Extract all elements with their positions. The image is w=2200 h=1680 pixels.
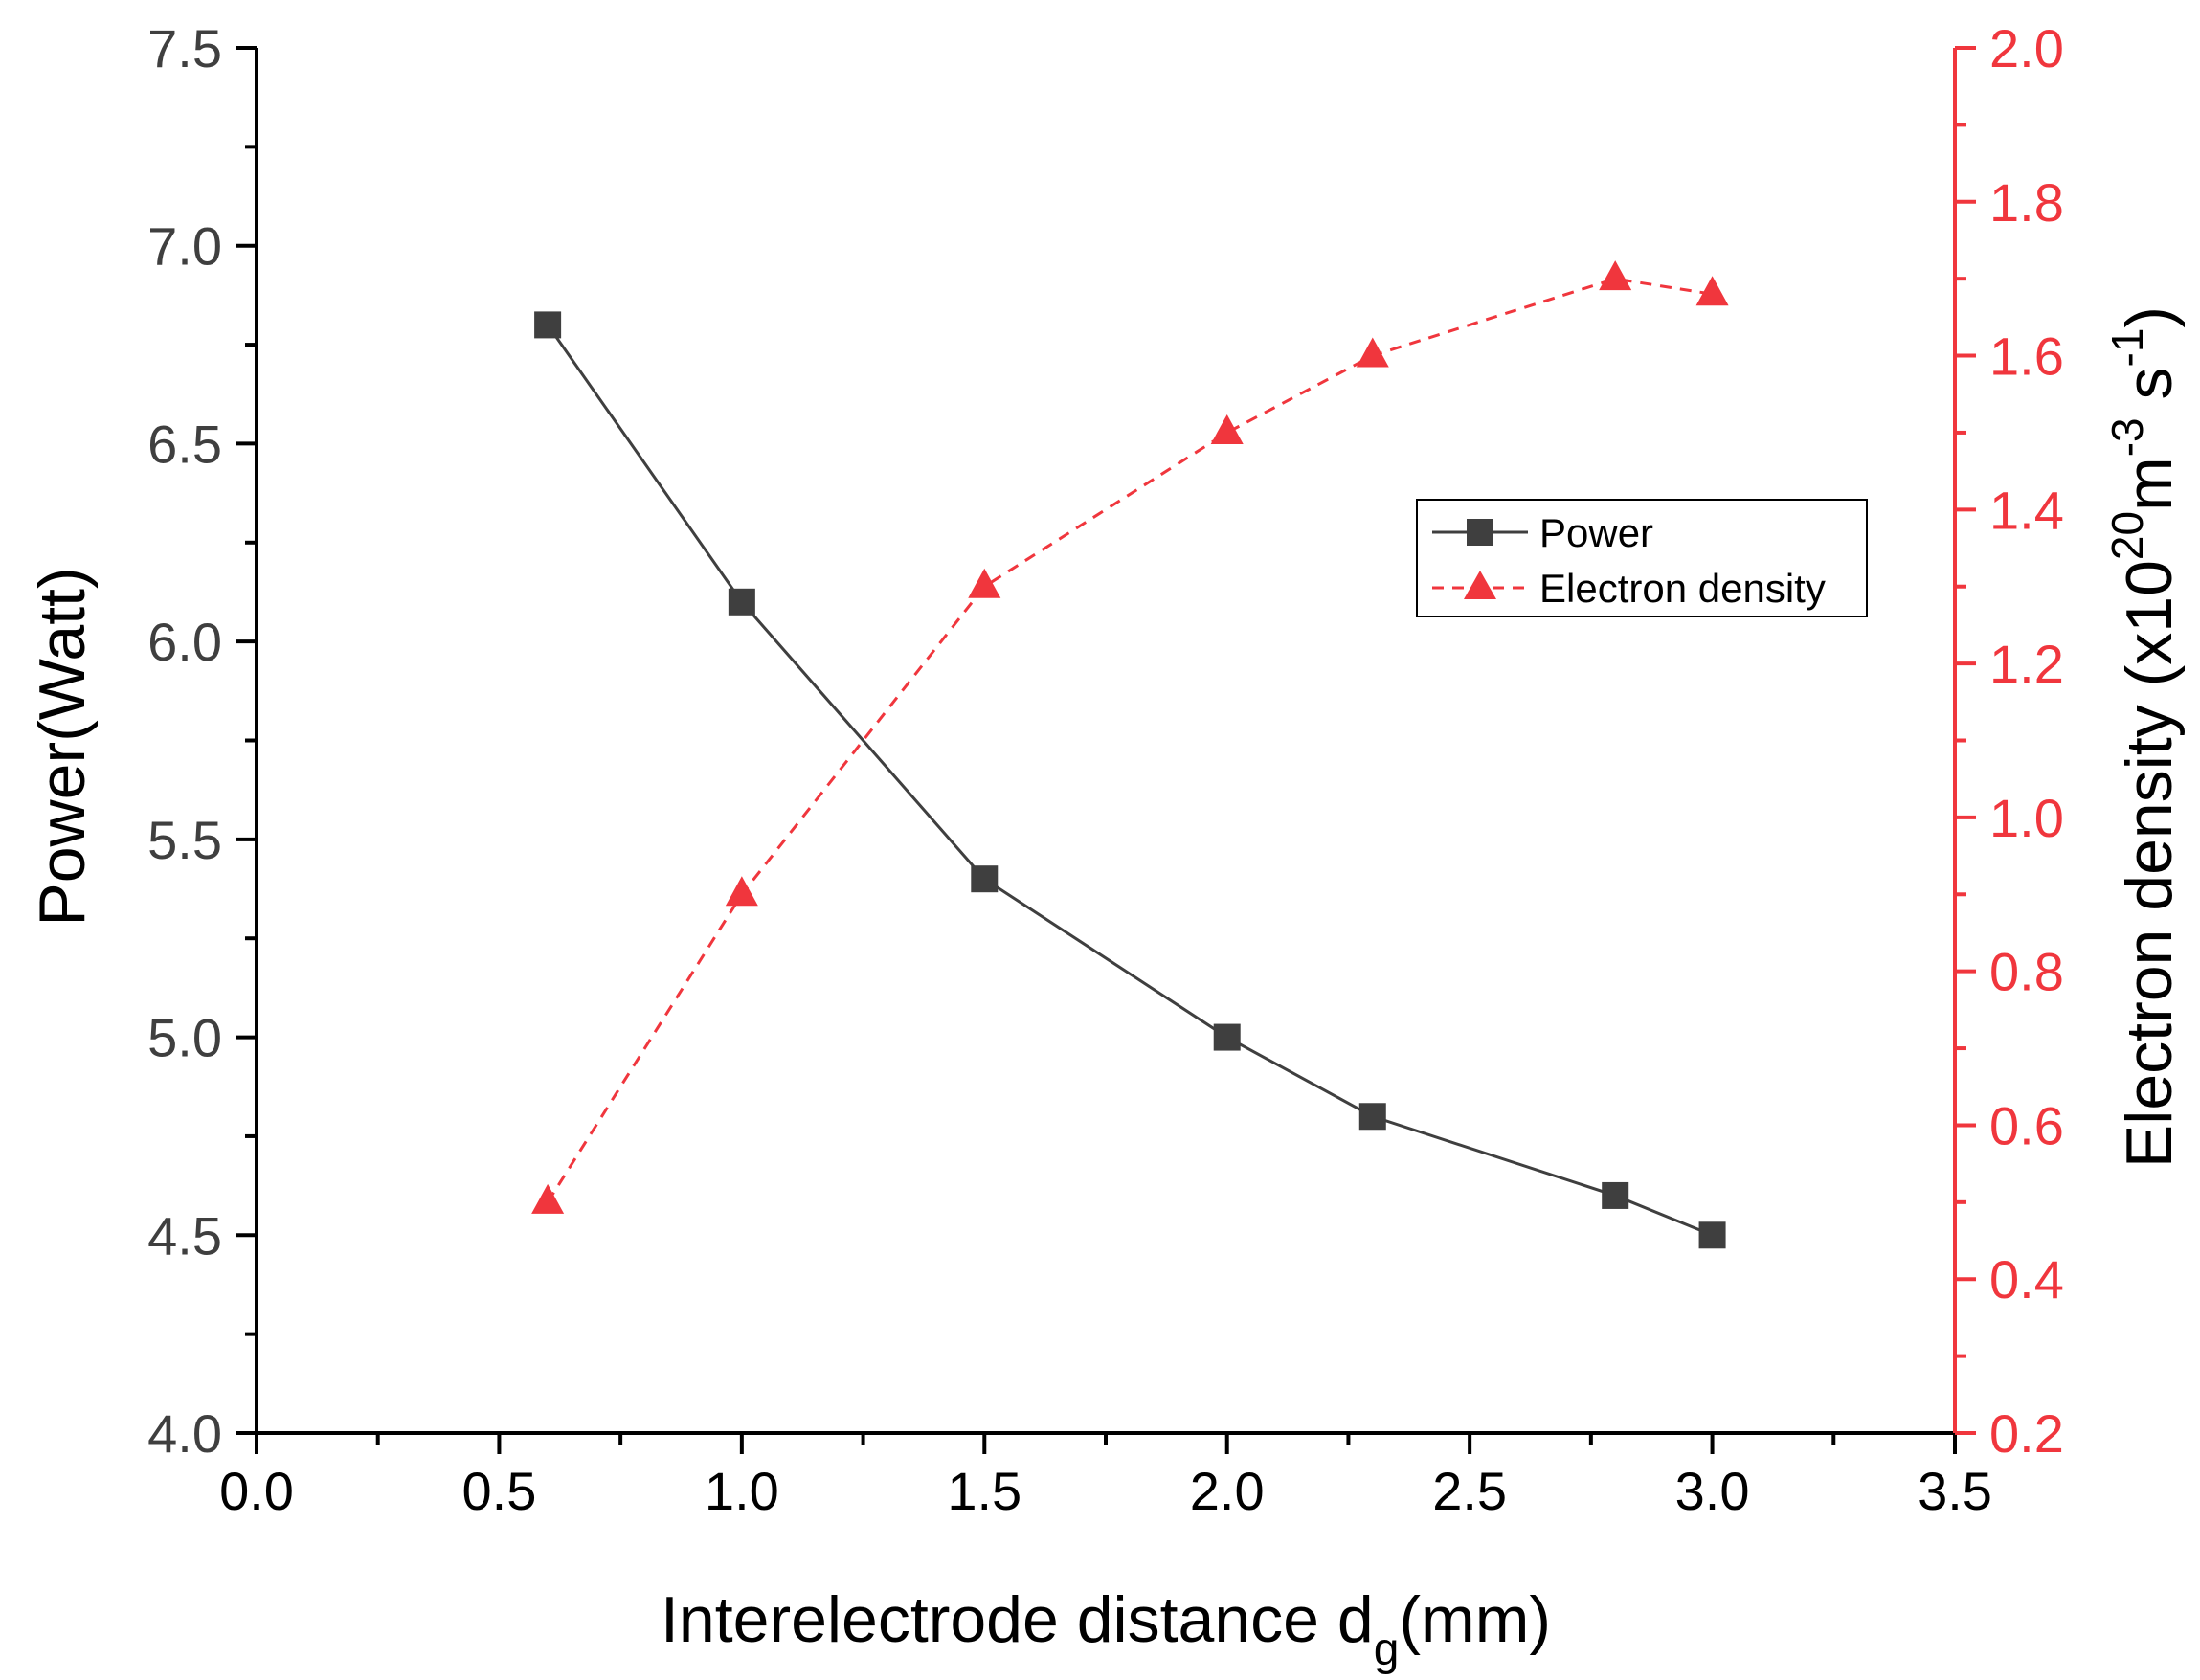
x-tick-label: 0.5 xyxy=(461,1461,536,1521)
power-marker xyxy=(1602,1181,1629,1209)
legend-power-label: Power xyxy=(1539,510,1653,555)
x-tick-label: 1.5 xyxy=(947,1461,1021,1521)
power-marker xyxy=(1698,1221,1726,1249)
right-y-axis: 0.2 0.4 0.6 0.8 1.0 1.2 1.4 1.6 1.8 2.0 xyxy=(1955,18,2064,1464)
x-tick-label: 3.0 xyxy=(1675,1461,1750,1521)
right-y-tick-label: 1.8 xyxy=(1989,172,2064,233)
left-y-axis: 4.0 4.5 5.0 5.5 6.0 6.5 7.0 7.5 xyxy=(147,18,257,1464)
left-y-tick-label: 6.0 xyxy=(147,612,222,672)
power-marker xyxy=(1358,1103,1386,1131)
left-y-tick-label: 7.5 xyxy=(147,18,222,78)
right-y-tick-label: 1.6 xyxy=(1989,326,2064,387)
right-y-tick-label: 0.4 xyxy=(1989,1249,2064,1310)
electron-density-marker xyxy=(531,1183,565,1214)
electron-density-marker xyxy=(725,876,758,907)
right-y-tick-label: 1.0 xyxy=(1989,788,2064,848)
left-y-tick-label: 7.0 xyxy=(147,216,222,277)
x-axis-title: Interelectrode distance dg(mm) xyxy=(661,1583,1551,1675)
right-y-tick-label: 0.8 xyxy=(1989,942,2064,1002)
right-y-tick-label: 1.4 xyxy=(1989,480,2064,540)
power-marker xyxy=(971,865,999,893)
x-tick-label: 0.0 xyxy=(219,1461,294,1521)
legend-density-marker xyxy=(1464,571,1496,599)
power-marker xyxy=(534,311,562,339)
legend-density-label: Electron density xyxy=(1539,566,1826,611)
electron-density-marker xyxy=(1599,260,1632,291)
series-group xyxy=(531,260,1729,1249)
electron-density-marker xyxy=(1356,337,1389,368)
left-y-tick-label: 5.5 xyxy=(147,810,222,870)
legend: Power Electron density xyxy=(1416,499,1868,617)
x-tick-label: 2.5 xyxy=(1432,1461,1507,1521)
power-marker xyxy=(728,588,755,616)
left-y-axis-title: Power(Watt) xyxy=(26,567,99,926)
right-y-tick-label: 1.2 xyxy=(1989,634,2064,694)
power-marker xyxy=(1213,1023,1241,1051)
legend-power-marker xyxy=(1467,519,1493,546)
right-y-axis-title: Electron density (x1020m-3 s-1) xyxy=(2102,306,2186,1168)
right-y-tick-label: 0.6 xyxy=(1989,1095,2064,1155)
x-tick-label: 1.0 xyxy=(705,1461,779,1521)
right-y-tick-label: 2.0 xyxy=(1989,18,2064,78)
x-tick-label: 3.5 xyxy=(1918,1461,1992,1521)
electron-density-marker xyxy=(1210,414,1244,444)
left-y-tick-label: 5.0 xyxy=(147,1008,222,1068)
left-y-tick-label: 4.5 xyxy=(147,1205,222,1266)
electron-density-marker xyxy=(1695,276,1729,306)
x-tick-label: 2.0 xyxy=(1190,1461,1265,1521)
electron-density-marker xyxy=(968,568,1001,598)
left-y-tick-label: 4.0 xyxy=(147,1403,222,1464)
left-y-tick-label: 6.5 xyxy=(147,414,222,474)
electron-density-line xyxy=(546,277,1713,1203)
power-line xyxy=(546,324,1714,1237)
right-y-tick-label: 0.2 xyxy=(1989,1403,2064,1464)
x-axis: 0.0 0.5 1.0 1.5 2.0 2.5 3.0 3.5 xyxy=(219,1433,1992,1521)
